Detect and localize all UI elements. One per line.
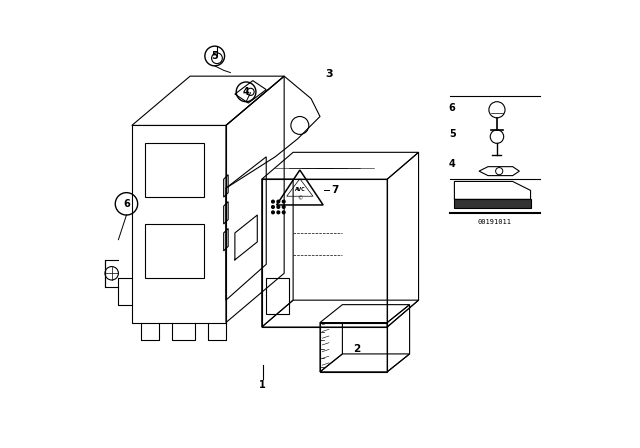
Circle shape (277, 200, 280, 203)
Text: ©: © (297, 196, 303, 201)
Circle shape (277, 206, 280, 208)
Text: 1: 1 (259, 380, 266, 390)
Text: 2: 2 (353, 345, 360, 354)
Circle shape (282, 200, 285, 203)
Text: 6: 6 (123, 199, 130, 209)
Circle shape (271, 211, 275, 214)
Circle shape (271, 206, 275, 208)
Text: 00191011: 00191011 (477, 219, 512, 225)
Circle shape (277, 211, 280, 214)
Text: 4: 4 (449, 159, 456, 168)
Circle shape (271, 200, 275, 203)
Text: 6: 6 (449, 103, 456, 112)
Circle shape (282, 211, 285, 214)
Text: 4: 4 (243, 87, 250, 97)
Text: 3: 3 (325, 69, 333, 79)
Polygon shape (454, 199, 531, 208)
Text: 7: 7 (332, 185, 339, 195)
Text: 5: 5 (449, 129, 456, 139)
Circle shape (282, 206, 285, 208)
Text: 5: 5 (211, 51, 218, 61)
Text: AVC: AVC (294, 187, 305, 192)
